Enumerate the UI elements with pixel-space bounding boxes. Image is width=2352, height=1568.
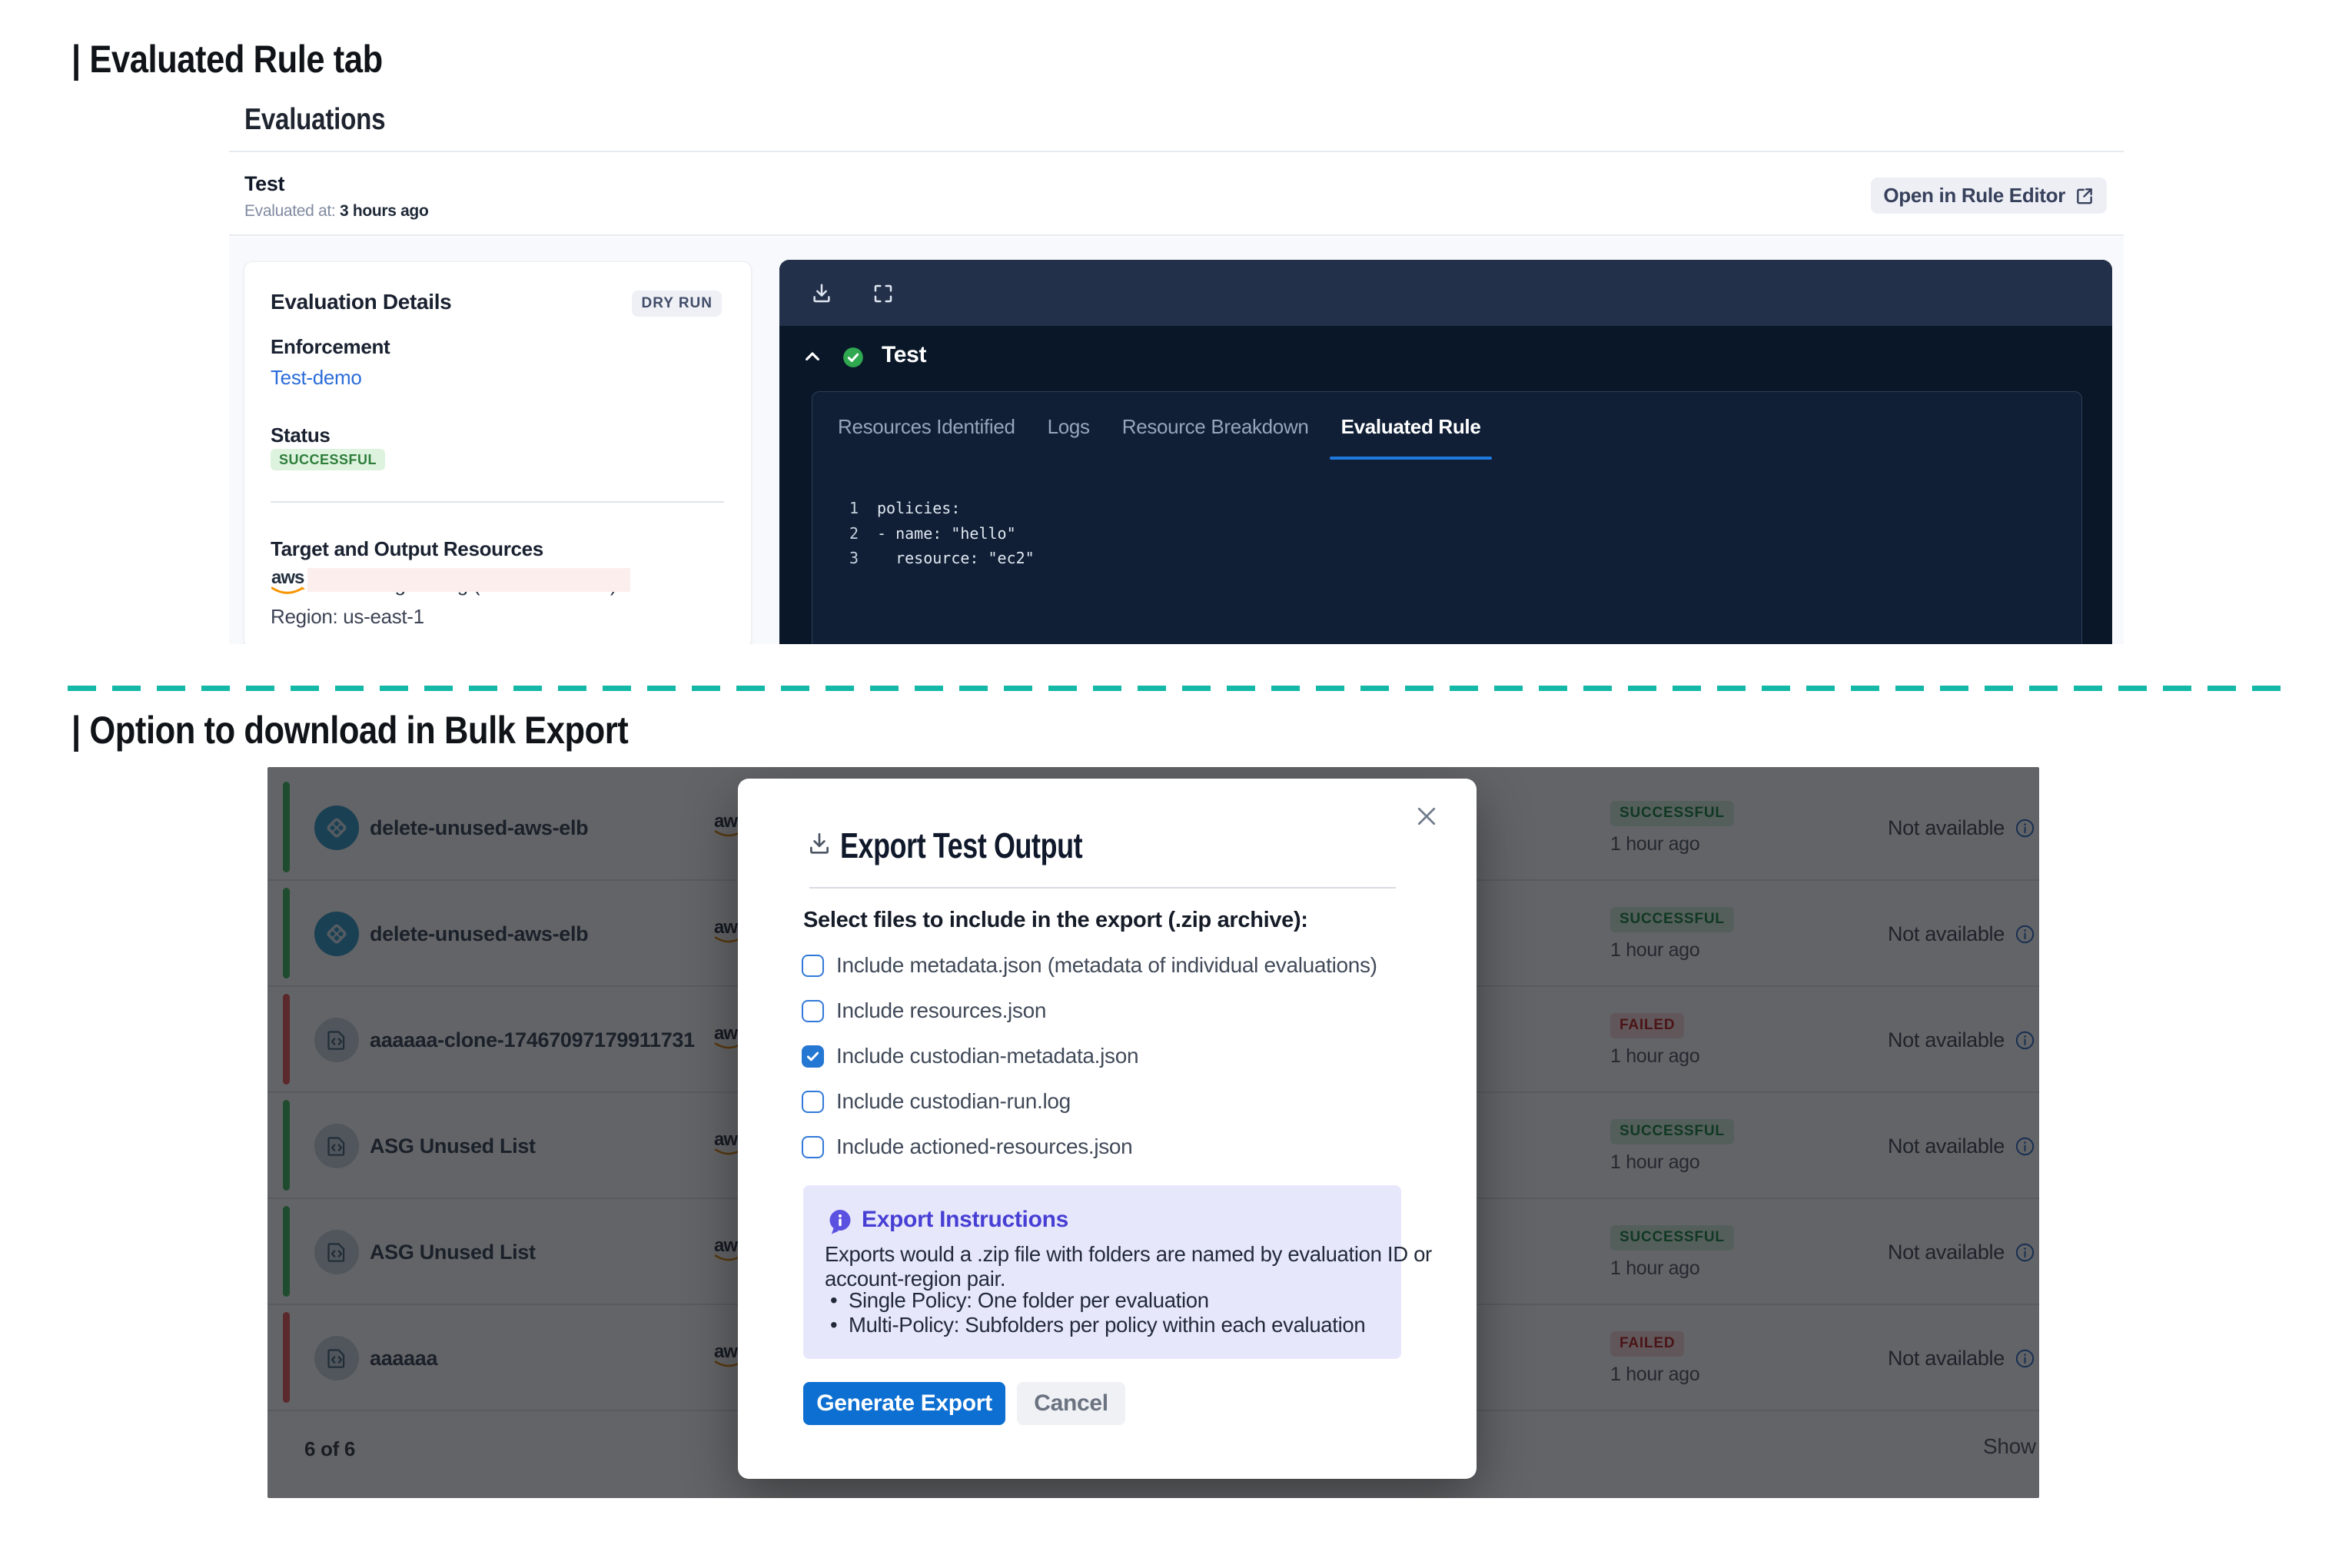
dry-run-badge: DRY RUN [632,291,722,317]
checkbox-include-resources[interactable]: Include resources.json [802,998,1046,1023]
bullet-dot: • [830,1313,838,1337]
evaluated-rule-code: 1 policies: 2 - name: "hello" 3 resource: … [812,496,1035,571]
checkbox-label: Include actioned-resources.json [836,1134,1133,1158]
divider [229,151,2124,152]
checkbox-checked[interactable] [802,1045,824,1068]
success-check-icon [842,347,864,368]
test-output-viewer: Test Resources Identified Logs Resource … [779,260,2112,644]
region-text: Region: us-east-1 [271,605,424,628]
evaluation-name: Test [244,172,285,195]
export-instructions-body: Exports would a .zip file with folders a… [825,1242,1432,1291]
instructions-line: Exports would a .zip file with folders a… [825,1242,1432,1266]
code-line: 1 policies: [812,496,1035,521]
dashed-divider [68,686,2285,691]
cancel-button[interactable]: Cancel [1017,1382,1125,1425]
bullet-text: Single Policy: One folder per evaluation [849,1288,1209,1312]
redaction-bar [307,568,630,592]
tab-evaluated-rule[interactable]: Evaluated Rule [1329,415,1493,460]
fullscreen-icon[interactable] [872,282,895,305]
status-successful-badge: SUCCESSFUL [271,449,386,470]
tab-resource-breakdown[interactable]: Resource Breakdown [1121,415,1309,438]
bulk-export-screenshot: delete-unused-aws-elb aws SUCCESSFUL1 ho… [267,767,2039,1498]
code-line-text: resource: "ec2" [877,549,1035,567]
aws-logo: aws [271,567,305,597]
section-heading-evaluated-rule-tab: | Evaluated Rule tab [71,38,383,81]
checkbox-include-metadata[interactable]: Include metadata.json (metadata of indiv… [802,953,1377,978]
external-link-icon [2075,186,2095,206]
viewer-policy-name: Test [882,342,927,367]
enforcement-link[interactable]: Test-demo [271,366,362,389]
code-line-number: 3 [849,549,859,567]
bullet-item: • Single Policy: One folder per evaluatio… [830,1288,1365,1313]
tab-resources-identified[interactable]: Resources Identified [838,415,1015,438]
bullet-dot: • [830,1288,838,1312]
evaluation-body: Evaluation Details DRY RUN Enforcement T… [229,237,2124,644]
bullet-text: Multi-Policy: Subfolders per policy with… [849,1313,1366,1337]
evaluated-at-label: Evaluated at: [244,202,336,220]
code-line: 3 resource: "ec2" [812,546,1035,571]
bullet-item: • Multi-Policy: Subfolders per policy wit… [830,1313,1366,1337]
modal-title: Export Test Output [840,826,1083,865]
viewer-toolbar [779,260,2112,326]
close-icon[interactable] [1413,802,1440,830]
viewer-tabs-panel: Resources Identified Logs Resource Break… [812,391,2082,644]
checkbox-unchecked[interactable] [802,999,824,1022]
evaluations-page-title: Evaluations [244,103,386,136]
export-instructions-bullets: • Single Policy: One folder per evaluatio… [830,1288,1366,1337]
status-label: Status [271,424,331,447]
download-icon[interactable] [810,282,833,305]
instructions-line: account-region pair. [825,1267,1006,1291]
section-heading-bulk-export: | Option to download in Bulk Export [71,709,629,752]
code-line-number: 1 [849,499,859,517]
evaluated-at-value: 3 hours ago [339,202,429,220]
checkbox-label: Include custodian-run.log [836,1089,1071,1113]
aws-logo-text: aws [271,567,304,588]
export-instructions-title: Export Instructions [862,1207,1068,1232]
code-line-text: policies: [877,499,961,517]
checkbox-unchecked[interactable] [802,1090,824,1113]
checkbox-include-actioned-resources[interactable]: Include actioned-resources.json [802,1134,1133,1159]
open-in-rule-editor-button[interactable]: Open in Rule Editor [1871,178,2107,214]
checkbox-label: Include metadata.json (metadata of indiv… [836,953,1377,977]
select-files-label: Select files to include in the export (.… [803,908,1308,932]
target-output-resources-label: Target and Output Resources [271,537,543,560]
export-instructions-panel: Export Instructions Exports would a .zip… [803,1185,1432,1359]
aws-smile-icon [271,586,305,594]
generate-export-button[interactable]: Generate Export [803,1382,1005,1425]
enforcement-label: Enforcement [271,335,390,358]
evaluated-at: Evaluated at: 3 hours ago [244,202,429,221]
checkbox-unchecked[interactable] [802,1135,824,1158]
viewer-tabs: Resources Identified Logs Resource Break… [838,415,1493,460]
checkbox-unchecked[interactable] [802,954,824,977]
divider [229,234,2124,236]
open-in-rule-editor-label: Open in Rule Editor [1883,184,2065,207]
evaluation-details-card: Evaluation Details DRY RUN Enforcement T… [244,261,752,644]
checkbox-include-custodian-run-log[interactable]: Include custodian-run.log [802,1089,1071,1114]
checkbox-label: Include custodian-metadata.json [836,1044,1139,1068]
export-test-output-modal: Export Test Output Select files to inclu… [738,779,1477,1479]
info-bubble-icon [826,1208,854,1235]
evaluation-details-title: Evaluation Details [271,290,452,314]
tab-logs[interactable]: Logs [1047,415,1090,438]
code-line-text: - name: "hello" [877,523,1016,543]
download-icon [806,831,832,857]
divider [271,501,724,503]
divider [809,887,1396,889]
evaluations-screenshot: Evaluations Test Evaluated at: 3 hours a… [229,100,2124,644]
code-line-number: 2 [849,523,859,543]
collapse-chevron-icon[interactable] [800,344,825,369]
code-line: 2 - name: "hello" [812,521,1035,546]
checkbox-label: Include resources.json [836,998,1047,1022]
checkbox-include-custodian-metadata[interactable]: Include custodian-metadata.json [802,1044,1139,1068]
